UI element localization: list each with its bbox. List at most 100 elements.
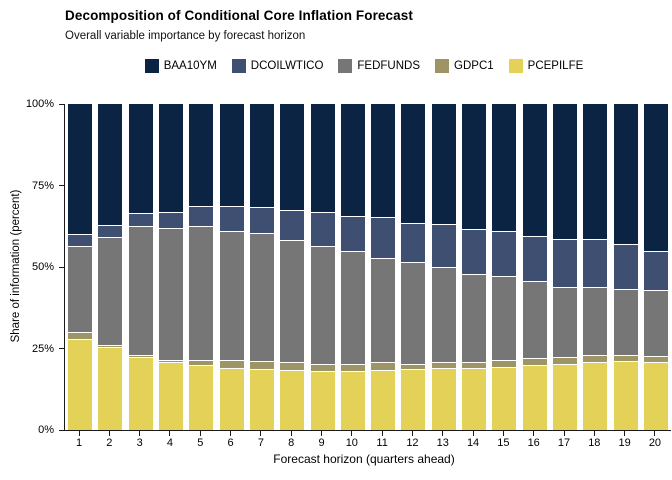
bar-segment-PCEPILFE xyxy=(310,371,335,430)
x-cell-3: 3 xyxy=(128,431,152,449)
legend: BAA10YM DCOILWTICO FEDFUNDS GDPC1 PCEPILFE xyxy=(64,56,664,76)
chart-subtitle: Overall variable importance by forecast … xyxy=(65,30,306,42)
x-cell-7: 7 xyxy=(249,431,273,449)
legend-swatch-GDPC1 xyxy=(435,59,450,73)
bar-segment-PCEPILFE xyxy=(68,338,92,430)
stacked-bar-h11 xyxy=(371,104,396,430)
stacked-bar-h10 xyxy=(340,104,365,430)
bar-segment-BAA10YM xyxy=(219,104,244,207)
stacked-bar-h3 xyxy=(128,104,153,430)
x-tick-label-8: 8 xyxy=(288,437,295,449)
bar-segment-DCOILWTICO xyxy=(371,217,396,258)
bar-segment-DCOILWTICO xyxy=(310,212,335,246)
y-axis: 0% 25% 50% 75% 100% xyxy=(0,98,64,436)
bar-segment-BAA10YM xyxy=(492,104,517,231)
x-tick-mark xyxy=(169,431,171,436)
x-tick-label-16: 16 xyxy=(527,437,540,449)
bar-segment-BAA10YM xyxy=(553,104,577,240)
bar-segment-PCEPILFE xyxy=(462,367,487,430)
x-cell-18: 18 xyxy=(582,431,606,449)
x-cell-14: 14 xyxy=(461,431,485,449)
bar-segment-DCOILWTICO xyxy=(462,229,487,275)
x-cell-10: 10 xyxy=(340,431,364,449)
x-tick-mark xyxy=(472,431,474,436)
x-cell-13: 13 xyxy=(431,431,455,449)
plot-area xyxy=(64,104,671,431)
bar-segment-BAA10YM xyxy=(522,104,547,236)
bar-segment-PCEPILFE xyxy=(249,369,274,430)
chart-title: Decomposition of Conditional Core Inflat… xyxy=(65,8,413,23)
legend-item-GDPC1: GDPC1 xyxy=(435,59,494,73)
bar-segment-FEDFUNDS xyxy=(522,281,547,358)
x-tick-label-13: 13 xyxy=(436,437,449,449)
x-tick-mark xyxy=(260,431,262,436)
bar-segment-GDPC1 xyxy=(553,356,577,365)
legend-label: FEDFUNDS xyxy=(357,60,421,72)
stacked-bar-h8 xyxy=(280,104,305,430)
bar-segment-FEDFUNDS xyxy=(310,245,335,364)
bar-segment-GDPC1 xyxy=(219,359,244,369)
bar-segment-PCEPILFE xyxy=(371,370,396,430)
x-cell-2: 2 xyxy=(97,431,121,449)
bar-segment-FEDFUNDS xyxy=(431,267,456,362)
x-tick-label-5: 5 xyxy=(197,437,204,449)
bar-segment-BAA10YM xyxy=(340,104,365,216)
bar-segment-DCOILWTICO xyxy=(249,207,274,234)
bar-segment-FEDFUNDS xyxy=(643,290,668,356)
x-cell-20: 20 xyxy=(643,431,667,449)
stacked-bar-h19 xyxy=(613,104,638,430)
bar-segment-GDPC1 xyxy=(522,357,547,366)
bar-segment-GDPC1 xyxy=(158,359,183,363)
bar-segment-GDPC1 xyxy=(462,361,487,368)
bar-segment-GDPC1 xyxy=(189,360,214,365)
bar-segment-FEDFUNDS xyxy=(340,250,365,365)
bar-segment-DCOILWTICO xyxy=(492,230,517,277)
bar-segment-DCOILWTICO xyxy=(431,224,456,268)
bar-segment-FEDFUNDS xyxy=(371,257,396,362)
x-tick-mark xyxy=(654,431,656,436)
bar-segment-DCOILWTICO xyxy=(280,209,305,240)
bar-segment-DCOILWTICO xyxy=(522,235,547,282)
y-tick-mark xyxy=(59,103,64,105)
bar-segment-BAA10YM xyxy=(583,104,608,240)
x-axis-title: Forecast horizon (quarters ahead) xyxy=(273,452,455,466)
bar-segment-BAA10YM xyxy=(68,104,92,235)
bar-segment-GDPC1 xyxy=(340,364,365,371)
stacked-bar-h4 xyxy=(158,104,183,430)
bar-segment-GDPC1 xyxy=(492,359,517,367)
bar-segment-BAA10YM xyxy=(158,104,183,212)
bar-segment-BAA10YM xyxy=(310,104,335,213)
y-tick-label-75: 75% xyxy=(31,179,54,192)
bar-segment-GDPC1 xyxy=(643,355,668,362)
x-cell-15: 15 xyxy=(491,431,515,449)
y-tick-mark xyxy=(59,185,64,186)
legend-swatch-FEDFUNDS xyxy=(338,59,353,73)
x-cell-9: 9 xyxy=(310,431,334,449)
x-tick-label-4: 4 xyxy=(166,437,173,449)
bar-segment-GDPC1 xyxy=(128,355,153,357)
bar-segment-GDPC1 xyxy=(371,361,396,371)
bar-segment-DCOILWTICO xyxy=(643,251,668,291)
legend-item-FEDFUNDS: FEDFUNDS xyxy=(338,59,420,73)
bar-segment-PCEPILFE xyxy=(431,367,456,430)
bar-segment-DCOILWTICO xyxy=(219,206,244,231)
x-tick-label-6: 6 xyxy=(227,437,234,449)
y-tick-label-0: 0% xyxy=(38,424,54,436)
x-tick-mark xyxy=(502,431,504,436)
bar-segment-FEDFUNDS xyxy=(68,245,92,333)
bar-segment-FEDFUNDS xyxy=(401,262,426,364)
legend-swatch-PCEPILFE xyxy=(508,59,523,73)
x-tick-mark xyxy=(199,431,201,436)
bar-segment-PCEPILFE xyxy=(643,361,668,430)
stacked-bar-h18 xyxy=(583,104,608,430)
x-tick-mark xyxy=(290,431,292,436)
bar-segment-FEDFUNDS xyxy=(128,226,153,356)
x-tick-mark xyxy=(351,431,353,436)
bar-segment-DCOILWTICO xyxy=(128,213,153,227)
bar-segment-GDPC1 xyxy=(431,361,456,368)
bar-segment-PCEPILFE xyxy=(280,370,305,430)
bar-segment-GDPC1 xyxy=(310,363,335,371)
bar-segment-BAA10YM xyxy=(643,104,668,252)
bar-segment-FEDFUNDS xyxy=(98,237,123,345)
